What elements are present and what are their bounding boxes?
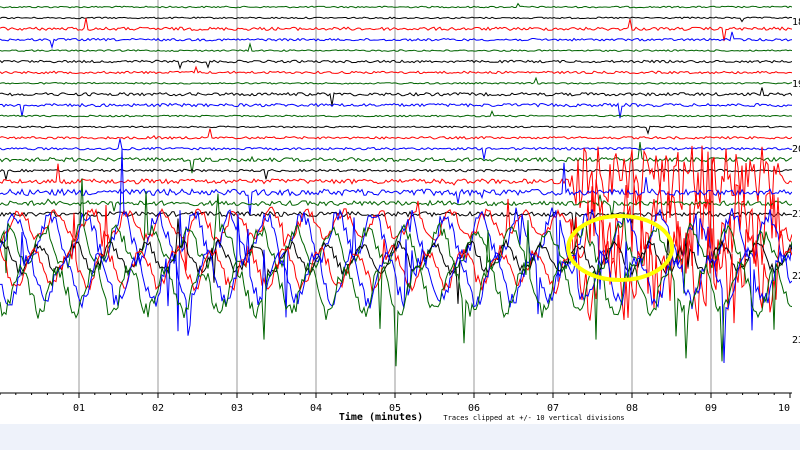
trace-23 bbox=[0, 178, 792, 294]
trace-group bbox=[0, 2, 792, 367]
trace-2 bbox=[0, 16, 792, 23]
trace-5 bbox=[0, 42, 792, 52]
x-tick-label-09: 09 bbox=[705, 403, 717, 414]
x-tick-label-01: 01 bbox=[73, 403, 85, 414]
bottom-panel bbox=[0, 424, 800, 450]
right-label-18: 18 bbox=[792, 17, 800, 28]
trace-26 bbox=[0, 213, 792, 364]
trace-9 bbox=[0, 87, 792, 106]
trace-24 bbox=[0, 218, 792, 304]
trace-15 bbox=[0, 141, 792, 174]
helicorder-chart: 01 02 03 04 05 06 07 08 09 10 Time (minutes) Traces… bbox=[0, 0, 792, 423]
x-axis-title: Time (minutes) bbox=[339, 411, 423, 423]
trace-14 bbox=[0, 138, 792, 160]
trace-27 bbox=[0, 220, 792, 367]
x-tick-label-05: 05 bbox=[389, 403, 401, 414]
x-tick-label-02: 02 bbox=[152, 403, 164, 414]
x-tick-label-10: 10 bbox=[778, 403, 790, 414]
x-tick-label-07: 07 bbox=[547, 403, 559, 414]
x-axis: 01 02 03 04 05 06 07 08 09 10 Time (minutes) Traces… bbox=[0, 392, 792, 423]
right-label-19: 19 bbox=[792, 79, 800, 90]
seismogram-plot: 01 02 03 04 05 06 07 08 09 10 Time (minutes) Traces… bbox=[0, 0, 792, 424]
trace-8 bbox=[0, 76, 792, 85]
x-tick-label-04: 04 bbox=[310, 403, 322, 414]
trace-12 bbox=[0, 125, 792, 135]
clip-note: Traces clipped at +/- 10 vertical divisi… bbox=[443, 414, 624, 422]
trace-11 bbox=[0, 110, 792, 118]
right-label-21: 21 bbox=[792, 209, 800, 220]
trace-7 bbox=[0, 65, 792, 75]
right-label-20: 20 bbox=[792, 144, 800, 155]
trace-21 bbox=[0, 158, 792, 272]
x-tick-label-06: 06 bbox=[468, 403, 480, 414]
right-tick-labels: 18 19 20 21 22 23 bbox=[792, 0, 800, 424]
x-tick-label-03: 03 bbox=[231, 403, 243, 414]
highlight-annotation bbox=[566, 214, 675, 282]
right-label-23: 23 bbox=[792, 335, 800, 346]
trace-3 bbox=[0, 17, 792, 42]
trace-6 bbox=[0, 59, 792, 70]
x-tick-label-08: 08 bbox=[626, 403, 638, 414]
trace-10 bbox=[0, 102, 792, 119]
trace-4 bbox=[0, 31, 792, 50]
right-label-22: 22 bbox=[792, 271, 800, 282]
trace-13 bbox=[0, 128, 792, 140]
highlight-ellipse bbox=[566, 214, 675, 282]
trace-19 bbox=[0, 194, 792, 219]
trace-16 bbox=[0, 168, 792, 180]
trace-1 bbox=[0, 2, 792, 9]
